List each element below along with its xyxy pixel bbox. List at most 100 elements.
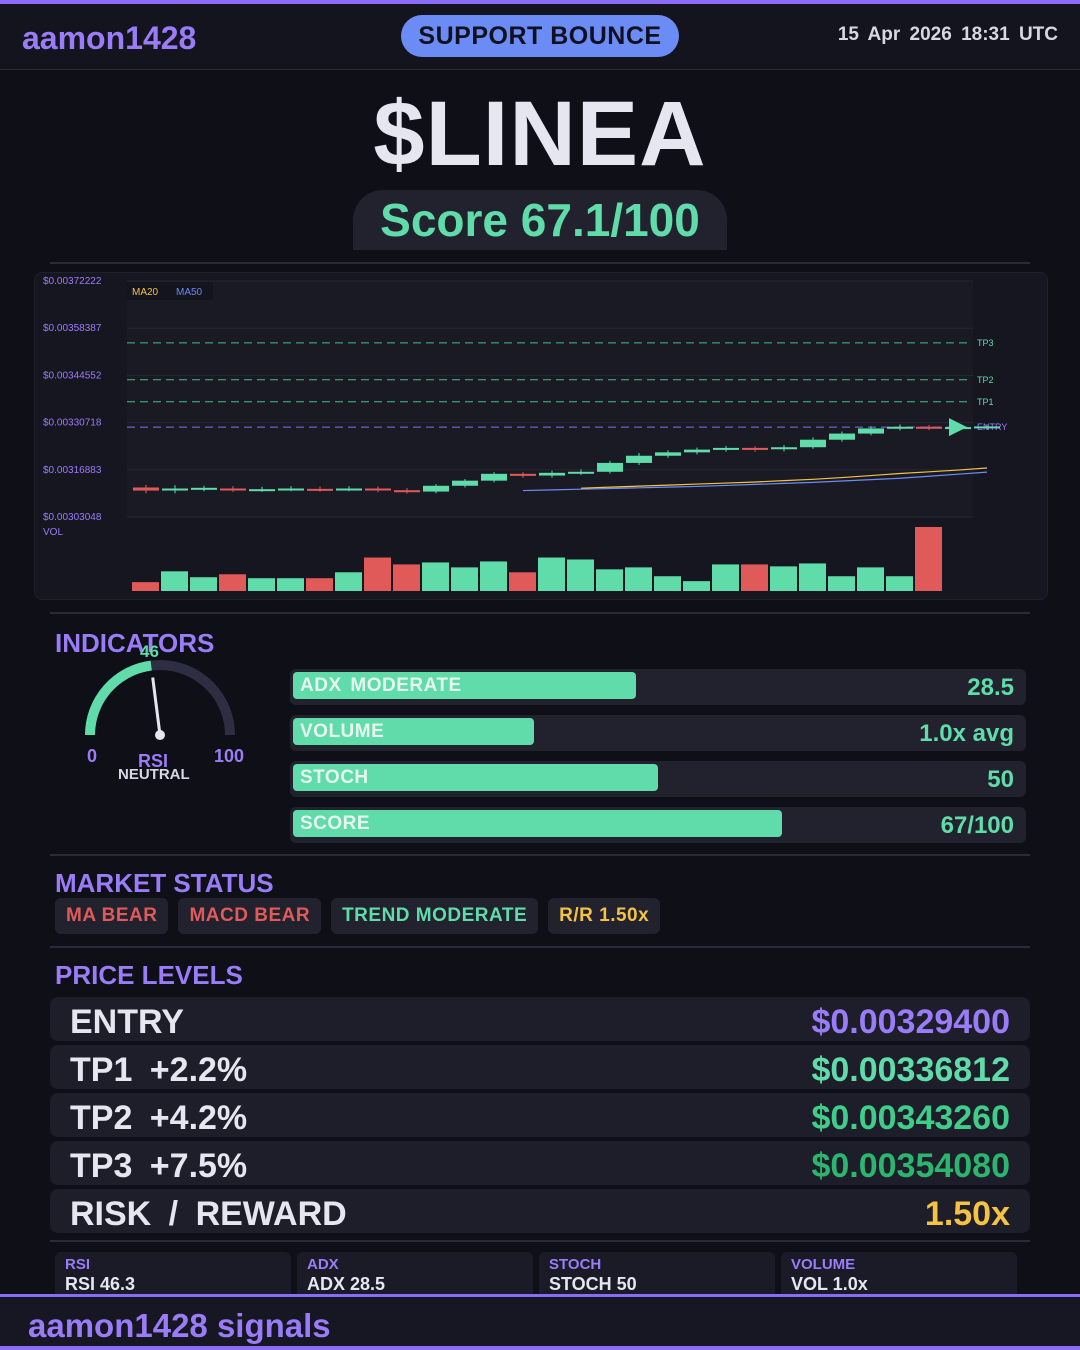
volume-bar	[393, 564, 420, 591]
score-bar: SCORE 67/100	[290, 807, 1026, 843]
level-row-entry: ENTRY $0.00329400	[50, 997, 1030, 1041]
adx-bar-fill	[293, 672, 637, 699]
y-tick-label: $0.00316883	[43, 465, 102, 476]
tag-rr: R/R 1.50x	[548, 898, 661, 934]
footer-brand: aamon1428 signals	[28, 1307, 331, 1344]
candle-body	[481, 473, 507, 481]
legend-box	[127, 282, 213, 300]
level-row-tp1: TP1 +2.2% $0.00336812	[50, 1045, 1030, 1089]
gauge-label: RSI	[138, 751, 169, 771]
candle-body	[945, 427, 971, 430]
indicators-title: INDICATORS	[55, 628, 215, 658]
divider	[50, 946, 1030, 948]
volume-bar-value: 1.0x avg	[919, 720, 1014, 747]
volume-bar	[480, 561, 507, 591]
candle-body	[858, 428, 884, 434]
level-label: TP1 +2.2%	[70, 1051, 248, 1089]
adx-bar-label: ADX MODERATE	[300, 675, 462, 696]
candle-body	[278, 488, 304, 491]
gauge-max: 100	[214, 746, 245, 766]
mini-stat-title: STOCH	[549, 1256, 602, 1273]
candle-body	[742, 447, 768, 450]
candle-body	[423, 485, 449, 492]
candle-body	[452, 480, 478, 486]
ticker-symbol: $LINEA	[373, 83, 707, 185]
top-bar: aamon1428 SUPPORT BOUNCE 15 Apr 2026 18:…	[0, 0, 1080, 70]
volume-bar	[741, 564, 768, 591]
level-label: RISK / REWARD	[70, 1195, 347, 1233]
divider	[50, 612, 1030, 614]
volume-bar	[190, 577, 217, 591]
candle-body	[394, 490, 420, 493]
stoch-bar-fill	[293, 764, 658, 791]
mini-stat-title: ADX	[307, 1256, 339, 1273]
timestamp: 15 Apr 2026 18:31 UTC	[837, 24, 1058, 45]
tag-ma: MA BEAR	[55, 898, 169, 934]
score-pill: Score 67.1/100	[353, 190, 727, 250]
stoch-bar-value: 50	[987, 766, 1014, 793]
volume-bar	[364, 557, 391, 591]
volume-bar	[277, 578, 304, 591]
score-bar-value: 67/100	[940, 812, 1014, 839]
market-status-title: MARKET STATUS	[55, 868, 274, 898]
level-value: 1.50x	[924, 1195, 1010, 1233]
volume-bar	[538, 557, 565, 591]
volume-bar	[567, 559, 594, 591]
volume-bar	[915, 527, 942, 591]
volume-bar	[509, 572, 536, 591]
stoch-bar: STOCH 50	[290, 761, 1026, 797]
candle-body	[220, 488, 246, 491]
candle-body	[249, 489, 275, 492]
mini-stat-value: STOCH 50	[549, 1274, 637, 1294]
candle-body	[800, 439, 826, 448]
candle-body	[539, 472, 565, 476]
volume-bar-label: VOLUME	[300, 721, 385, 742]
score-bar-label: SCORE	[300, 813, 371, 834]
volume-bar	[306, 578, 333, 591]
volume-bar	[799, 563, 826, 591]
gauge-hub	[155, 730, 165, 740]
candle-body	[684, 449, 710, 453]
score-bar-fill	[293, 810, 783, 837]
volume-bar	[886, 576, 913, 591]
mini-stat-stoch: STOCH STOCH 50	[539, 1252, 775, 1296]
y-tick-label: $0.00303048	[43, 512, 102, 523]
tag-macd: MACD BEAR	[178, 898, 322, 934]
volume-bar	[654, 576, 681, 591]
volume-bar	[132, 582, 159, 591]
status-tags: MA BEAR MACD BEAR TREND MODERATE R/R 1.5…	[55, 898, 661, 934]
divider	[50, 262, 1030, 264]
candle-body	[336, 488, 362, 491]
volume-bar	[683, 581, 710, 591]
level-label: TP3 +7.5%	[70, 1147, 248, 1185]
level-value: $0.00343260	[811, 1099, 1010, 1137]
volume-bar-fill	[293, 718, 534, 745]
mini-stat-rsi: RSI RSI 46.3	[55, 1252, 291, 1296]
gauge-min: 0	[87, 746, 98, 766]
y-tick-label: $0.00372222	[43, 276, 102, 287]
mini-stat-value: RSI 46.3	[65, 1274, 136, 1294]
volume-bar	[770, 566, 797, 591]
mini-stat-adx: ADX ADX 28.5	[297, 1252, 533, 1296]
volume-bar	[335, 572, 362, 591]
tp3-level-label: TP3	[977, 338, 994, 348]
volume-bar: VOLUME 1.0x avg	[290, 715, 1026, 751]
candle-body	[191, 487, 217, 490]
volume-bar	[219, 574, 246, 591]
candle-body	[307, 488, 333, 491]
divider	[50, 854, 1030, 856]
volume-bar	[596, 569, 623, 591]
price-levels-title: PRICE LEVELS	[55, 960, 243, 990]
volume-bar	[248, 578, 275, 591]
volume-label: VOL	[43, 527, 63, 538]
ma20-line	[580, 467, 988, 489]
volume-bar	[857, 567, 884, 591]
level-value: $0.00354080	[811, 1147, 1010, 1185]
candle-body	[568, 471, 594, 474]
candle-body	[626, 455, 652, 463]
candle-body	[133, 487, 159, 491]
candle-body	[829, 433, 855, 440]
mini-stat-value: ADX 28.5	[307, 1274, 386, 1294]
candle-body	[597, 462, 623, 472]
mini-stat-title: VOLUME	[791, 1256, 856, 1273]
